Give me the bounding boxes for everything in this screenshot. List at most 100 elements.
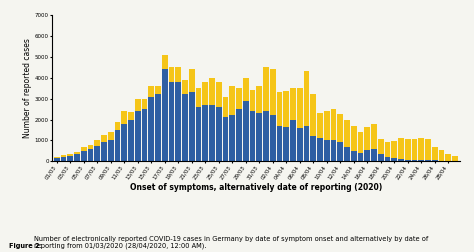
Bar: [101, 142, 107, 161]
Bar: [101, 135, 107, 142]
Bar: [439, 150, 445, 161]
Bar: [88, 149, 93, 161]
Bar: [169, 67, 174, 82]
Bar: [67, 154, 73, 156]
Bar: [236, 88, 242, 109]
Bar: [344, 119, 350, 147]
Bar: [297, 88, 303, 128]
Bar: [121, 124, 127, 161]
Bar: [115, 130, 120, 161]
Bar: [277, 92, 283, 126]
Bar: [392, 158, 397, 161]
Bar: [283, 127, 289, 161]
Bar: [128, 119, 134, 161]
Bar: [135, 111, 141, 161]
Bar: [202, 82, 208, 105]
Bar: [283, 91, 289, 127]
Bar: [317, 113, 323, 138]
Bar: [148, 97, 154, 161]
Bar: [243, 101, 249, 161]
Bar: [135, 99, 141, 111]
Bar: [88, 145, 93, 149]
Bar: [196, 107, 201, 161]
Bar: [310, 94, 316, 136]
Bar: [337, 142, 343, 161]
Bar: [337, 114, 343, 142]
Text: Figure 2:: Figure 2:: [9, 243, 45, 249]
Bar: [351, 151, 357, 161]
Bar: [290, 119, 296, 161]
Bar: [216, 82, 222, 107]
Bar: [81, 151, 87, 161]
Bar: [189, 92, 195, 161]
Bar: [425, 139, 431, 160]
Bar: [385, 157, 391, 161]
Bar: [317, 138, 323, 161]
Bar: [169, 82, 174, 161]
Bar: [405, 160, 410, 161]
Bar: [398, 138, 404, 159]
Bar: [351, 126, 357, 151]
Bar: [155, 94, 161, 161]
Bar: [209, 78, 215, 105]
Bar: [182, 94, 188, 161]
Bar: [398, 159, 404, 161]
Bar: [392, 141, 397, 158]
Bar: [256, 86, 262, 113]
Bar: [182, 80, 188, 94]
Bar: [162, 55, 168, 69]
Bar: [304, 72, 310, 126]
Bar: [310, 136, 316, 161]
Bar: [256, 113, 262, 161]
Bar: [81, 147, 87, 151]
Bar: [115, 122, 120, 130]
Bar: [216, 107, 222, 161]
Bar: [202, 105, 208, 161]
Bar: [243, 78, 249, 101]
Bar: [61, 157, 66, 161]
Bar: [324, 140, 330, 161]
Bar: [344, 147, 350, 161]
Bar: [142, 99, 147, 109]
Bar: [94, 146, 100, 161]
Bar: [419, 138, 424, 160]
Bar: [61, 155, 66, 157]
Bar: [142, 109, 147, 161]
Bar: [365, 127, 370, 150]
X-axis label: Onset of symptoms, alternatively date of reporting (2020): Onset of symptoms, alternatively date of…: [130, 183, 382, 192]
Text: Number of electronically reported COVID-19 cases in Germany by date of symptom o: Number of electronically reported COVID-…: [34, 236, 428, 249]
Bar: [128, 112, 134, 119]
Bar: [446, 153, 451, 161]
Bar: [331, 109, 337, 140]
Bar: [250, 90, 255, 111]
Bar: [250, 111, 255, 161]
Bar: [175, 82, 181, 161]
Bar: [121, 111, 127, 124]
Bar: [371, 124, 377, 149]
Bar: [358, 153, 364, 161]
Bar: [425, 160, 431, 161]
Bar: [209, 105, 215, 161]
Bar: [229, 115, 235, 161]
Bar: [412, 160, 418, 161]
Bar: [189, 69, 195, 92]
Bar: [263, 67, 269, 111]
Bar: [155, 86, 161, 94]
Bar: [365, 150, 370, 161]
Bar: [331, 140, 337, 161]
Y-axis label: Number of reported cases: Number of reported cases: [23, 38, 32, 138]
Bar: [432, 147, 438, 161]
Bar: [297, 128, 303, 161]
Bar: [94, 140, 100, 146]
Bar: [412, 139, 418, 160]
Bar: [148, 86, 154, 97]
Bar: [229, 86, 235, 115]
Bar: [378, 139, 383, 154]
Bar: [108, 140, 114, 161]
Bar: [270, 115, 276, 161]
Bar: [54, 157, 60, 158]
Bar: [74, 152, 80, 154]
Bar: [108, 132, 114, 140]
Bar: [162, 69, 168, 161]
Bar: [405, 139, 410, 160]
